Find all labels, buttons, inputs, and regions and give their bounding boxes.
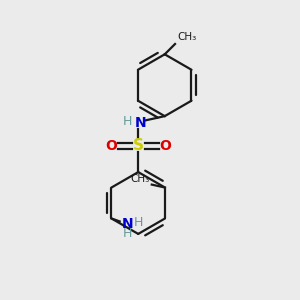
Text: N: N — [122, 217, 134, 231]
Text: O: O — [159, 139, 171, 153]
Text: S: S — [133, 138, 144, 153]
Text: H: H — [134, 216, 143, 230]
Text: CH₃: CH₃ — [130, 174, 150, 184]
Text: H: H — [122, 115, 132, 128]
Text: N: N — [135, 116, 146, 130]
Text: H: H — [123, 227, 132, 240]
Text: O: O — [105, 139, 117, 153]
Text: CH₃: CH₃ — [177, 32, 196, 42]
